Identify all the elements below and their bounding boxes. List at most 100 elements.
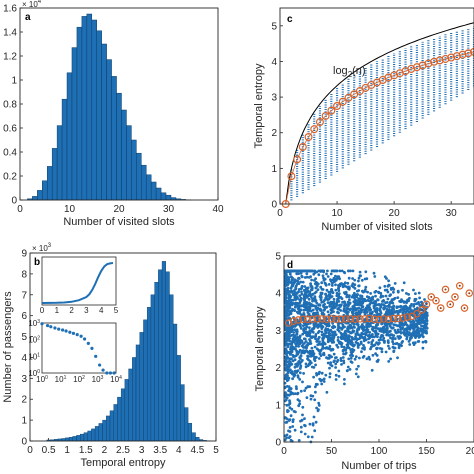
scatter-point: [416, 302, 420, 305]
scatter-point: [290, 269, 294, 273]
scatter-point: [284, 391, 287, 394]
scatter-point: [354, 340, 358, 344]
bar: [117, 396, 122, 442]
scatter-point: [328, 295, 331, 299]
scatter-point: [385, 305, 389, 308]
inset-x-tick-label: 0: [40, 306, 45, 315]
bar: [61, 98, 68, 201]
mean-point: [313, 315, 322, 323]
scatter-point: [310, 288, 314, 292]
inset-x-tick-label: 102: [73, 375, 85, 384]
curve-annotation: log2(n): [333, 65, 366, 79]
scatter-point: [386, 290, 390, 294]
scatter-point: [352, 344, 355, 348]
bar: [176, 355, 181, 442]
bar: [184, 407, 189, 442]
y-tick-label: 0.2: [3, 172, 17, 183]
scatter-point: [317, 401, 321, 405]
scatter-point: [283, 361, 287, 365]
scatter-point: [380, 303, 384, 306]
inset-y-tick-label: 102: [28, 336, 40, 345]
scatter-point: [347, 357, 351, 361]
scatter-cloud: [283, 269, 429, 444]
y-tick-label: 9: [21, 249, 27, 260]
y-tick-label: 0.8: [3, 100, 17, 111]
scatter-point: [284, 368, 288, 372]
scatter-point: [408, 343, 412, 346]
mean-point: [289, 317, 298, 325]
bar: [126, 125, 132, 201]
x-tick-label: 0: [27, 445, 33, 456]
scatter-point: [348, 286, 351, 290]
scatter-point: [283, 343, 287, 346]
scatter-point: [365, 306, 368, 310]
scatter-point: [322, 380, 326, 383]
scatter-point: [283, 269, 287, 273]
scatter-point: [374, 325, 378, 328]
scatter-point: [326, 310, 330, 314]
x-tick-label: 30: [446, 208, 458, 219]
scatter-point: [367, 306, 371, 309]
scatter-point: [372, 329, 375, 332]
scatter-point: [356, 346, 360, 349]
mean-point: [407, 64, 416, 73]
scatter-point: [354, 355, 358, 358]
axes-frame: [283, 255, 474, 443]
scatter-point: [389, 333, 392, 337]
scatter-point: [410, 302, 413, 306]
inset-y-tick-power: 3: [37, 319, 40, 325]
scatter-point: [389, 336, 392, 340]
scatter-point: [411, 333, 414, 337]
scatter-point: [303, 289, 307, 293]
scatter-point: [332, 269, 336, 273]
scatter-point: [375, 346, 378, 350]
mean-point-center: [425, 303, 428, 306]
scatter-point: [300, 292, 304, 296]
scatter-point: [351, 337, 354, 341]
scatter-point: [360, 323, 364, 326]
y-tick-label: 0: [21, 437, 27, 448]
panel-label: b: [34, 257, 40, 268]
mean-point: [470, 47, 474, 56]
scatter-point: [303, 346, 307, 349]
scatter-point: [305, 325, 309, 329]
scatter-point: [298, 269, 301, 273]
scatter-point: [412, 288, 415, 292]
scatter-point: [326, 275, 330, 278]
scatter-point: [305, 396, 309, 399]
scatter-point: [328, 347, 332, 351]
scatter-point: [354, 335, 357, 338]
scatter-point: [363, 277, 367, 281]
scatter-point: [391, 307, 395, 311]
scatter-point: [290, 343, 293, 346]
scatter-point: [355, 367, 359, 371]
scatter-point: [337, 287, 340, 290]
scatter-point: [357, 364, 360, 368]
scatter-point: [405, 324, 409, 327]
scatter-point: [329, 278, 332, 281]
scatter-point: [301, 413, 304, 417]
scatter-point: [343, 378, 346, 381]
scatter-point: [346, 307, 350, 311]
scatter-point: [388, 347, 391, 350]
scatter-point: [376, 358, 380, 362]
scatter-point: [302, 372, 305, 375]
scatter-point: [310, 336, 314, 340]
scatter-point: [347, 337, 351, 341]
y-tick-label: 1: [21, 416, 27, 427]
scatter-point: [329, 338, 333, 342]
scatter-point: [323, 306, 326, 309]
scatter-point: [361, 304, 364, 308]
scatter-point: [348, 326, 352, 330]
scatter-point: [378, 347, 382, 350]
scatter-point: [415, 324, 419, 327]
scatter-point: [308, 326, 311, 329]
scatter-point: [347, 342, 350, 345]
scatter-point: [423, 298, 426, 301]
x-tick-label: 3.5: [153, 445, 167, 456]
x-axis-label: Number of visited slots: [63, 216, 175, 228]
bar: [195, 437, 200, 442]
panel-label: a: [25, 12, 31, 23]
scatter-point: [364, 270, 368, 274]
scatter-point: [293, 428, 297, 432]
